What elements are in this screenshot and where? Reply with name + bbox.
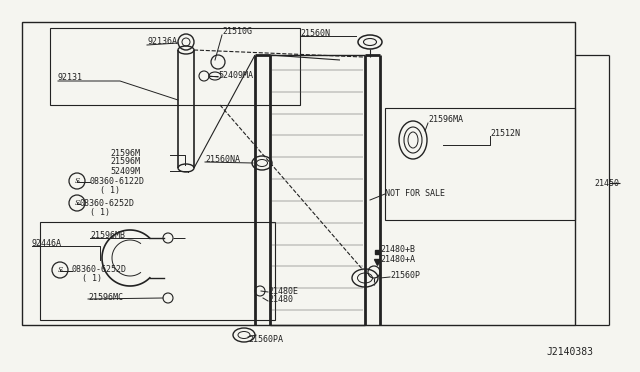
Text: 21480+A: 21480+A	[380, 256, 415, 264]
Text: ( 1): ( 1)	[90, 208, 110, 217]
Text: 21450: 21450	[594, 179, 619, 187]
Text: 21512N: 21512N	[490, 128, 520, 138]
Text: 52409MA: 52409MA	[218, 71, 253, 80]
Text: 21480: 21480	[268, 295, 293, 305]
Text: 21560P: 21560P	[390, 272, 420, 280]
Text: 21596MA: 21596MA	[428, 115, 463, 125]
Text: ( 1): ( 1)	[100, 186, 120, 195]
Bar	[385, 108, 575, 220]
Text: 21560NA: 21560NA	[205, 155, 240, 164]
Text: ( 1): ( 1)	[82, 275, 102, 283]
Text: 21510G: 21510G	[222, 28, 252, 36]
Text: S: S	[74, 199, 79, 207]
Text: NOT FOR SALE: NOT FOR SALE	[385, 189, 445, 198]
Text: 21596MB: 21596MB	[90, 231, 125, 241]
Text: 21596MC: 21596MC	[88, 294, 123, 302]
Text: 08360-6122D: 08360-6122D	[90, 176, 145, 186]
Text: 21480+B: 21480+B	[380, 246, 415, 254]
Text: S: S	[58, 266, 63, 274]
Bar	[22, 22, 575, 325]
Text: 92136A: 92136A	[147, 38, 177, 46]
Text: 21596M: 21596M	[110, 157, 140, 167]
Text: 08360-6252D: 08360-6252D	[72, 266, 127, 275]
Text: 21560PA: 21560PA	[248, 334, 283, 343]
Text: J2140383: J2140383	[546, 347, 593, 357]
Bar	[40, 222, 275, 320]
Text: 08360-6252D: 08360-6252D	[80, 199, 135, 208]
Text: 21480E: 21480E	[268, 286, 298, 295]
Text: 21560N: 21560N	[300, 29, 330, 38]
Text: S: S	[74, 177, 79, 185]
Text: 21596M: 21596M	[110, 148, 140, 157]
Text: 52409M: 52409M	[110, 167, 140, 176]
Text: 92131: 92131	[58, 74, 83, 83]
Bar	[50, 28, 300, 105]
Text: 92446A: 92446A	[32, 238, 62, 247]
